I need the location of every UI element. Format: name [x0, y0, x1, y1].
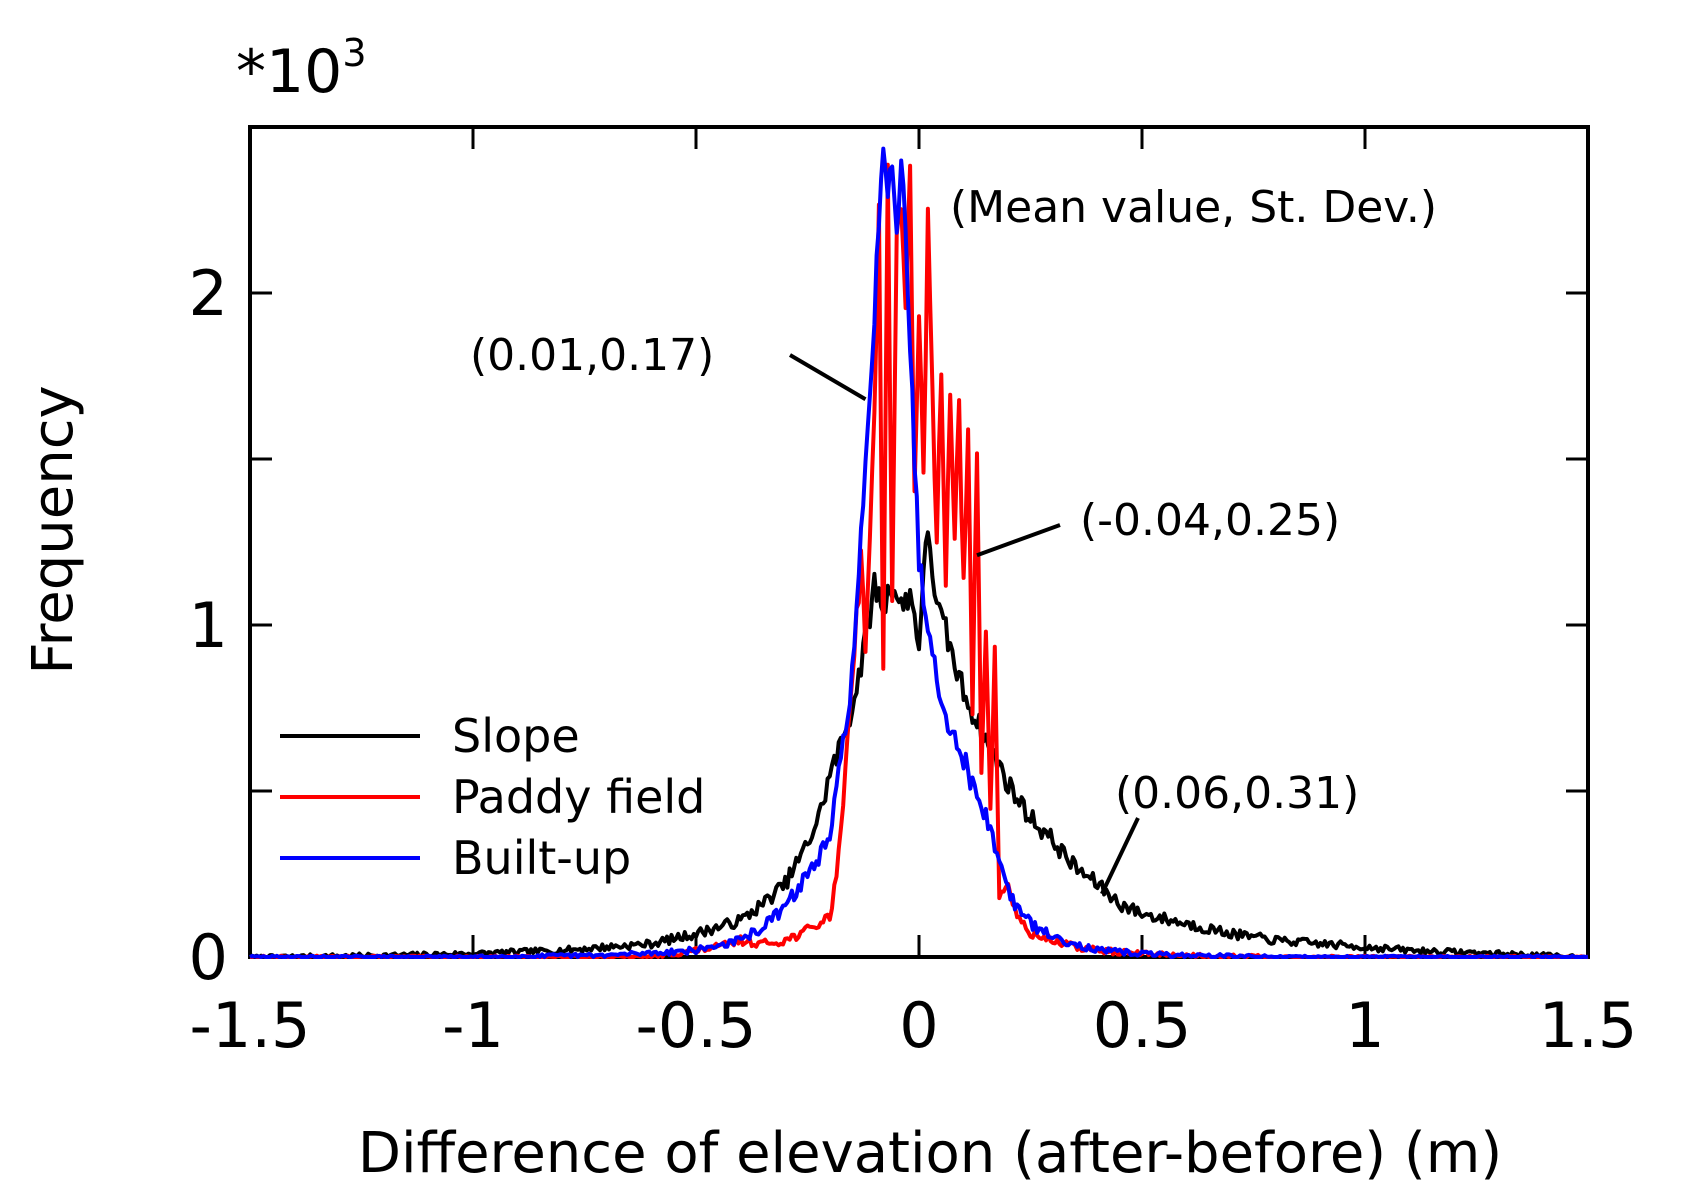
y-tick-label: 2	[189, 257, 228, 330]
annotation-leader	[1100, 817, 1140, 895]
x-tick-label: 1.5	[1539, 989, 1638, 1062]
x-tick-label: -0.5	[636, 989, 757, 1062]
legend-label: Slope	[452, 709, 580, 763]
legend-label: Built-up	[452, 831, 631, 885]
legend: Slope Paddy field Built-up	[280, 709, 705, 885]
y-tick-label: 1	[189, 589, 228, 662]
annotation-leader	[976, 523, 1061, 558]
annotation-label: (0.01,0.17)	[470, 330, 714, 381]
legend-label: Paddy field	[452, 770, 705, 824]
y-multiplier: *103	[236, 31, 367, 107]
annotation-label: (-0.04,0.25)	[1080, 495, 1340, 546]
y-tick-label: 0	[189, 921, 228, 994]
annotations: (0.01,0.17) (-0.04,0.25) (0.06,0.31)	[470, 330, 1359, 895]
y-tick-labels: 0 1 2	[189, 257, 228, 994]
stats-header: (Mean value, St. Dev.)	[950, 182, 1437, 233]
axis-ticks	[250, 127, 1588, 957]
y-multiplier-base: *10	[236, 37, 342, 107]
x-tick-labels: -1.5 -1 -0.5 0 0.5 1 1.5	[190, 989, 1638, 1062]
series-line-slope	[249, 530, 1588, 959]
x-tick-label: -1	[442, 989, 504, 1062]
x-tick-label: 1	[1345, 989, 1384, 1062]
x-tick-label: 0.5	[1093, 989, 1192, 1062]
series-line-built-up	[249, 146, 1589, 959]
series-lines	[249, 146, 1589, 959]
x-tick-label: 0	[899, 989, 938, 1062]
x-axis-title: Difference of elevation (after-before) (…	[358, 1121, 1502, 1186]
annotation-label: (0.06,0.31)	[1115, 768, 1359, 819]
annotation-leader	[788, 353, 867, 401]
x-tick-label: -1.5	[190, 989, 311, 1062]
y-multiplier-exponent: 3	[342, 31, 366, 75]
y-axis-title: Frequency	[21, 385, 86, 674]
